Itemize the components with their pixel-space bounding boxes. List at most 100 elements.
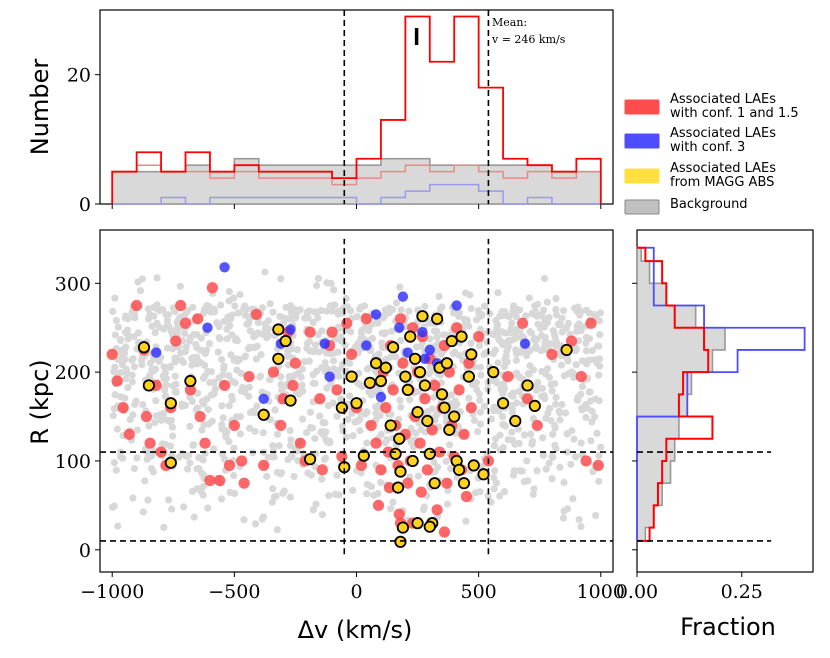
background-point <box>543 298 551 306</box>
yellow-point <box>423 447 436 460</box>
red-point <box>393 508 405 520</box>
background-point <box>273 526 281 534</box>
background-point <box>587 437 595 445</box>
yellow-point <box>416 310 429 323</box>
background-point <box>146 359 154 367</box>
background-point <box>552 294 560 303</box>
yellow-point <box>401 383 414 396</box>
background-point <box>155 357 163 366</box>
background-point <box>462 517 470 525</box>
background-point <box>116 453 125 461</box>
red-point <box>433 446 446 458</box>
red-point <box>397 357 409 369</box>
background-point <box>476 488 484 496</box>
background-point <box>214 348 222 356</box>
red-point <box>214 474 226 487</box>
background-point <box>194 357 202 365</box>
background-point <box>236 430 244 438</box>
background-point <box>296 306 304 314</box>
background-point <box>552 311 561 319</box>
red-point <box>453 384 465 396</box>
red-point <box>402 477 414 489</box>
background-point <box>218 402 226 410</box>
background-point <box>228 392 236 400</box>
histogram-y-axis-label: Number <box>26 59 54 156</box>
background-point <box>476 420 485 428</box>
background-point <box>193 404 202 412</box>
background-point <box>513 399 521 407</box>
background-point <box>592 511 600 520</box>
red-point <box>199 437 211 449</box>
side-x-tick-label: 0.25 <box>721 581 763 603</box>
x-tick-label: −1000 <box>80 581 144 603</box>
background-point <box>513 349 521 357</box>
background-point <box>114 323 123 331</box>
background-point <box>298 365 306 373</box>
yellow-point <box>428 477 441 490</box>
red-point <box>144 437 156 449</box>
red-point <box>460 490 473 503</box>
background-point <box>417 425 425 434</box>
background-point <box>312 500 320 508</box>
background-point <box>331 490 339 498</box>
background-point <box>124 315 132 323</box>
background-point <box>548 475 556 483</box>
background-point <box>494 359 502 367</box>
background-point <box>207 308 215 316</box>
background-point <box>131 400 139 409</box>
background-point <box>109 412 117 420</box>
histogram-ticks: 0 20 <box>67 65 602 216</box>
background-point <box>507 325 515 333</box>
background-point <box>143 455 151 463</box>
background-point <box>557 361 566 369</box>
background-point <box>166 363 174 371</box>
background-point <box>442 412 450 420</box>
red-point <box>387 384 399 396</box>
background-point <box>486 310 494 318</box>
background-point <box>325 491 333 500</box>
background-point <box>478 310 486 319</box>
background-point <box>522 312 530 320</box>
legend-swatch-1 <box>624 133 660 149</box>
background-point <box>203 395 211 403</box>
background-point <box>273 468 282 476</box>
red-point <box>426 424 438 436</box>
background-point <box>116 336 125 345</box>
blue-point <box>419 353 431 365</box>
background-point <box>372 409 380 417</box>
background-point <box>298 415 307 423</box>
scatter-panel: −1000 −500 0 500 1000 0 100 200 300 Δv (km/s) R … <box>26 229 625 644</box>
red-point <box>431 504 443 516</box>
background-point <box>263 330 272 338</box>
background-point <box>192 340 200 349</box>
background-point <box>589 467 597 476</box>
red-point <box>441 477 453 489</box>
background-point <box>508 428 516 436</box>
yellow-point <box>487 366 500 379</box>
background-point <box>319 419 327 427</box>
red-point <box>365 419 377 432</box>
background-point <box>254 319 262 327</box>
x-tick-label: 500 <box>461 581 497 603</box>
red-point <box>218 379 231 392</box>
blue-point <box>397 291 409 302</box>
background-point <box>484 492 492 500</box>
background-point <box>309 318 317 327</box>
yellow-point <box>335 401 348 414</box>
background-point <box>178 356 186 365</box>
background-point <box>571 347 580 355</box>
background-point <box>286 427 294 435</box>
hist-y-tick-label: 20 <box>67 65 91 87</box>
yellow-point <box>303 453 317 466</box>
background-point <box>241 385 250 393</box>
red-point <box>502 370 514 383</box>
background-point <box>109 307 117 315</box>
background-point <box>201 449 209 457</box>
background-point <box>563 430 571 438</box>
background-point <box>160 386 169 394</box>
yellow-point <box>418 379 431 392</box>
background-point <box>359 334 367 342</box>
red-point <box>346 348 358 360</box>
yellow-point <box>496 397 510 410</box>
